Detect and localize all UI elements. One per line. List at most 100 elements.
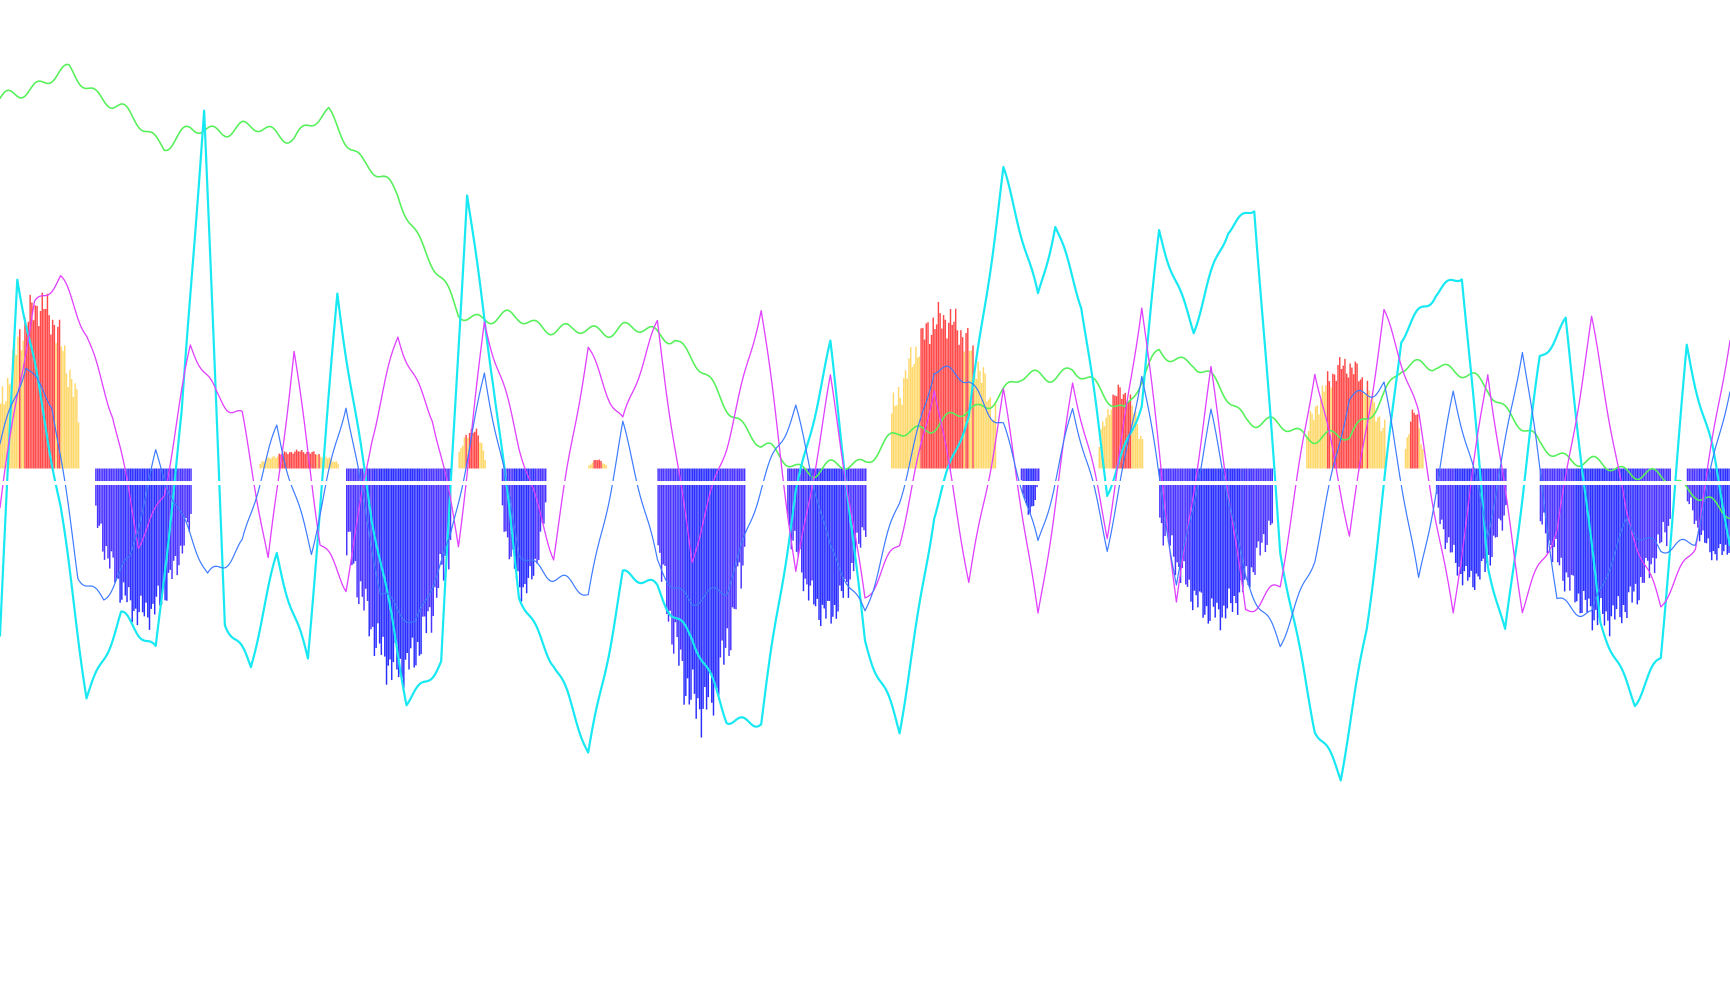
negative-histogram-bar — [166, 468, 168, 601]
negative-histogram-bar — [394, 468, 396, 643]
negative-histogram-bar — [820, 468, 822, 627]
negative-histogram-bar — [1641, 468, 1644, 583]
positive-histogram-bar — [69, 369, 71, 469]
positive-histogram-bar — [472, 432, 474, 469]
negative-histogram-bar — [1029, 468, 1031, 514]
negative-histogram-bar — [1652, 468, 1654, 558]
negative-histogram-bar — [351, 468, 353, 566]
negative-histogram-bar — [1487, 468, 1490, 555]
positive-histogram-bar — [948, 322, 950, 469]
negative-histogram-bar — [1646, 468, 1649, 561]
positive-histogram-bar — [1363, 393, 1365, 469]
positive-histogram-bar — [595, 459, 597, 469]
negative-histogram-bar — [840, 468, 843, 592]
negative-histogram-bar — [1707, 468, 1709, 539]
positive-histogram-bar — [275, 457, 277, 469]
positive-histogram-bar — [6, 377, 9, 469]
negative-histogram-bar — [842, 468, 844, 598]
positive-histogram-bar — [72, 396, 75, 469]
negative-histogram-bar — [1726, 468, 1729, 555]
negative-histogram-bar — [1660, 468, 1663, 543]
negative-histogram-bar — [787, 468, 789, 518]
negative-histogram-bar — [1638, 468, 1640, 601]
negative-histogram-bar — [1245, 468, 1248, 567]
positive-histogram-bar — [41, 292, 43, 469]
negative-histogram-bar — [1228, 468, 1230, 589]
positive-histogram-bar — [288, 452, 291, 469]
negative-histogram-bar — [1588, 468, 1590, 599]
positive-histogram-bar — [953, 321, 955, 469]
positive-histogram-bar — [1384, 419, 1386, 469]
negative-histogram-bar — [821, 468, 824, 605]
negative-histogram-bar — [818, 468, 820, 621]
negative-histogram-bar — [1657, 468, 1659, 535]
positive-histogram-bar — [918, 356, 921, 469]
positive-histogram-bar — [34, 305, 37, 469]
positive-histogram-bar — [1375, 421, 1377, 469]
negative-histogram-bar — [1255, 468, 1258, 548]
positive-histogram-bar — [58, 319, 61, 469]
negative-histogram-bar — [1665, 468, 1668, 547]
positive-histogram-bar — [973, 371, 976, 469]
negative-histogram-bar — [1264, 468, 1267, 553]
positive-histogram-bar — [897, 386, 900, 469]
positive-histogram-bar — [1345, 373, 1348, 469]
negative-histogram-bar — [716, 468, 718, 689]
negative-histogram-bar — [136, 468, 139, 626]
positive-histogram-bar — [1134, 411, 1137, 469]
negative-histogram-bar — [1179, 468, 1182, 583]
negative-histogram-bar — [397, 468, 400, 678]
negative-histogram-bar — [728, 468, 730, 656]
positive-histogram-bar — [335, 461, 338, 469]
negative-histogram-bar — [690, 468, 692, 700]
negative-histogram-bar — [1596, 468, 1599, 626]
positive-histogram-bar — [1103, 426, 1106, 469]
negative-histogram-bar — [96, 468, 99, 528]
negative-histogram-bar — [730, 468, 732, 651]
negative-histogram-bar — [1205, 468, 1208, 607]
negative-histogram-bar — [1607, 468, 1609, 621]
positive-histogram-bar — [598, 459, 601, 469]
negative-histogram-bar — [387, 468, 389, 666]
negative-histogram-bar — [356, 468, 358, 598]
negative-histogram-bar — [847, 468, 850, 598]
positive-histogram-bar — [1368, 390, 1370, 469]
negative-histogram-bar — [1223, 468, 1225, 606]
negative-histogram-bar — [861, 468, 864, 528]
negative-histogram-bar — [1442, 468, 1445, 530]
positive-histogram-bar — [332, 461, 334, 469]
negative-histogram-bar — [1262, 468, 1265, 535]
negative-histogram-bar — [527, 468, 530, 578]
negative-histogram-bar — [108, 468, 111, 569]
positive-histogram-bar — [965, 333, 967, 469]
negative-histogram-bar — [1691, 468, 1694, 511]
positive-histogram-bar — [1117, 384, 1120, 469]
negative-histogram-bar — [1584, 468, 1587, 600]
positive-histogram-bar — [1370, 399, 1372, 469]
negative-histogram-bar — [119, 468, 121, 603]
positive-histogram-bar — [295, 449, 298, 469]
positive-histogram-bar — [12, 349, 14, 469]
positive-histogram-bar — [281, 454, 284, 469]
negative-histogram-bar — [1501, 468, 1504, 531]
negative-histogram-bar — [1565, 468, 1568, 573]
negative-histogram-bar — [190, 468, 192, 514]
negative-histogram-bar — [1178, 468, 1180, 567]
negative-histogram-bar — [1453, 468, 1455, 545]
negative-histogram-bar — [124, 468, 127, 596]
negative-histogram-bar — [102, 468, 104, 552]
positive-histogram-bar — [1102, 421, 1104, 469]
negative-histogram-bar — [1572, 468, 1575, 576]
negative-histogram-bar — [1698, 468, 1701, 542]
negative-histogram-bar — [1202, 468, 1204, 618]
negative-histogram-bar — [167, 468, 170, 573]
negative-histogram-bar — [152, 468, 154, 604]
magenta-oscillator-line — [0, 275, 1730, 614]
positive-histogram-bar — [465, 434, 467, 469]
negative-histogram-bar — [816, 468, 819, 599]
positive-histogram-bar — [894, 405, 896, 469]
negative-histogram-bar — [1499, 468, 1502, 521]
negative-histogram-bar — [1226, 468, 1229, 609]
negative-histogram-bar — [859, 468, 862, 548]
